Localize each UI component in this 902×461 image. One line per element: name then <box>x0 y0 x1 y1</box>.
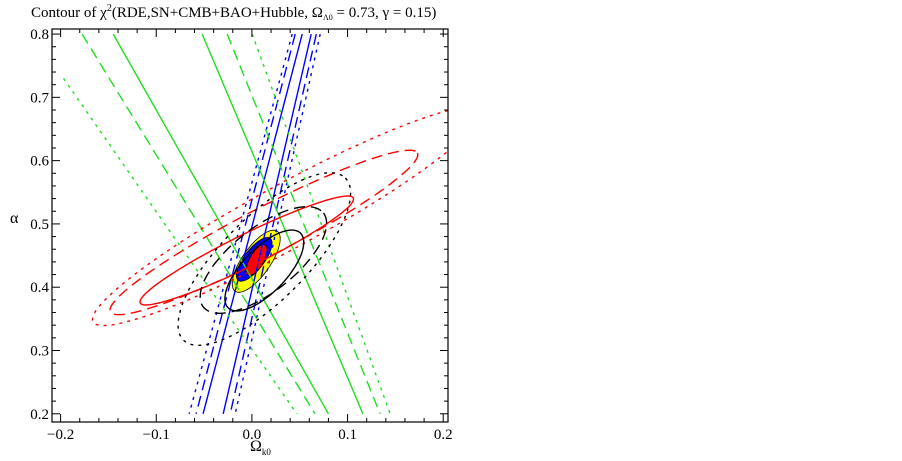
title-text: Contour of χ <box>31 5 107 21</box>
x-tick-label: −0.1 <box>143 427 170 443</box>
plot-marks <box>62 33 448 415</box>
x-axis-label-sub: k0 <box>261 447 271 457</box>
y-tick-label: 0.7 <box>30 90 49 106</box>
hubble-3sigma-right-contour <box>251 33 391 415</box>
bao-2sigma-contour <box>199 206 328 314</box>
y-tick-label: 0.6 <box>30 154 49 170</box>
x-tick-label: 0.1 <box>338 427 357 443</box>
y-tick-label: 0.3 <box>30 343 49 359</box>
y-axis-label: α <box>10 210 19 227</box>
hubble-2sigma-right-contour <box>226 33 381 415</box>
x-axis-label: Ωk0 <box>250 438 271 457</box>
cmb-1sigma-right-contour <box>222 33 312 414</box>
cmb-2sigma-left-contour <box>195 33 296 414</box>
x-tick-label: −0.2 <box>47 427 74 443</box>
cmb-3sigma-right-contour <box>234 33 321 414</box>
title-subscript: Λ0 <box>322 13 333 22</box>
x-axis-label-main: Ω <box>250 438 262 455</box>
hubble-1sigma-left-contour <box>112 33 330 415</box>
tick-labels: −0.2 −0.1 0.0 0.1 0.2 0.2 0.3 0.4 0.5 0.6 0.7 0.8 <box>30 27 452 443</box>
chart-title: Contour of χ2(RDE,SN+CMB+BAO+Hubble, ΩΛ0… <box>31 3 436 22</box>
hubble-1sigma-right-contour <box>201 33 364 415</box>
bao-1sigma-contour <box>224 229 305 312</box>
axis-ticks <box>52 29 448 422</box>
title-superscript: 2 <box>106 3 112 14</box>
hubble-2sigma-left-contour <box>81 33 316 415</box>
y-tick-label: 0.5 <box>30 217 49 233</box>
sn-2sigma-contour <box>109 149 419 316</box>
plot-frame <box>51 28 449 423</box>
x-tick-label: 0.2 <box>434 427 453 443</box>
y-tick-label: 0.8 <box>30 27 49 43</box>
y-tick-label: 0.4 <box>30 280 49 296</box>
title-text-suffix: = 0.73, γ = 0.15) <box>332 5 437 21</box>
y-tick-label: 0.2 <box>30 407 49 423</box>
cmb-3sigma-left-contour <box>188 33 293 414</box>
x-tick-label: 0.0 <box>243 427 262 443</box>
cmb-1sigma-left-contour <box>202 33 303 414</box>
bao-3sigma-contour <box>177 172 352 346</box>
title-text-mid: (RDE,SN+CMB+BAO+Hubble, Ω <box>111 5 323 21</box>
cmb-2sigma-right-contour <box>229 33 317 414</box>
